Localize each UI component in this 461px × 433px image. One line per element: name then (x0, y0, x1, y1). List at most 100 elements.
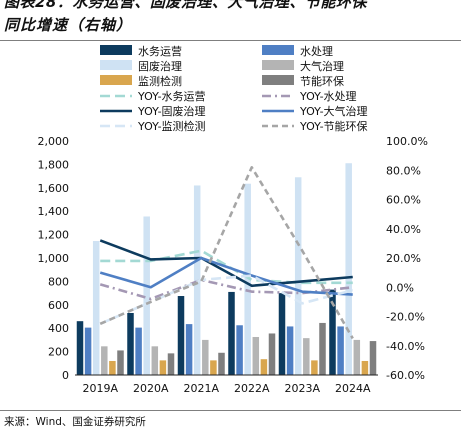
legend-item: 监测检测 (100, 74, 182, 88)
source-note: 来源：Wind、国金证券研究所 (4, 416, 146, 428)
legend-label: YOY-水处理 (299, 90, 357, 103)
yoy-line-4 (99, 256, 353, 296)
bar-3-2023A (294, 177, 302, 375)
x-tick-label: 2020A (133, 382, 169, 395)
x-tick-label: 2024A (335, 382, 371, 395)
legend-label: 水务运营 (138, 44, 182, 58)
y-left-tick-label: 2,000 (38, 135, 70, 148)
bar-1-2023A (278, 293, 286, 375)
legend-label: 水处理 (300, 45, 333, 58)
source-divider (0, 410, 461, 411)
legend-label: 节能环保 (300, 74, 344, 88)
legend-item: YOY-大气治理 (262, 104, 368, 118)
figure-title-line-1: 图表28：水务运营、固废治理、大气治理、节能环保 (4, 0, 367, 11)
bar-1-2020A (127, 312, 134, 375)
y-left-tick-label: 1,200 (38, 229, 70, 242)
x-tick-label: 2022A (234, 382, 270, 395)
bar-3-2022A (244, 183, 251, 375)
y-right-tick-label: 0.0% (386, 281, 414, 294)
title-divider (0, 40, 461, 41)
legend-item: YOY-水处理 (262, 90, 357, 103)
bar-4-2023A (303, 338, 310, 375)
y-left-tick-label: 400 (48, 322, 69, 335)
legend-swatch (262, 45, 294, 55)
bar-2-2024A (337, 326, 344, 375)
legend-swatch (100, 45, 132, 55)
bar-3-2020A (143, 216, 150, 375)
bar-6-2022A (268, 333, 276, 375)
bar-2-2019A (84, 327, 92, 375)
y-left-tick-label: 200 (48, 346, 69, 359)
bar-4-2024A (353, 339, 361, 375)
yoy-line-3 (99, 239, 353, 288)
y-left-tick-label: 800 (48, 275, 69, 288)
y-right-tick-label: -40.0% (386, 340, 425, 353)
y-right-tick-label: 60.0% (386, 194, 421, 207)
legend-label: 大气治理 (300, 59, 344, 73)
bar-3-2024A (345, 163, 352, 375)
y-right-tick-label: -60.0% (386, 369, 425, 382)
legend-item: YOY-固废治理 (100, 104, 206, 118)
yoy-line-1 (100, 249, 353, 285)
y-left-tick-label: 0 (62, 369, 69, 382)
plot-area (76, 163, 377, 376)
legend-label: YOY-固废治理 (137, 104, 206, 118)
figure-title-line-2: 同比增速（右轴） (4, 16, 133, 34)
legend-label: YOY-监测检测 (137, 119, 206, 133)
bar-4-2021A (202, 339, 209, 375)
x-tick-label: 2021A (183, 382, 219, 395)
bar-5-2021A (210, 360, 217, 376)
legend-swatch (262, 60, 294, 70)
bar-5-2019A (109, 360, 116, 375)
bar-4-2022A (252, 336, 260, 375)
bar-5-2020A (159, 360, 167, 376)
legend-item: 固废治理 (100, 59, 182, 73)
bar-2-2023A (286, 326, 294, 375)
y-left-tick-label: 1,400 (38, 205, 70, 218)
y-right-tick-label: 100.0% (386, 135, 428, 148)
legend-item: 节能环保 (262, 74, 344, 88)
y-left-tick-label: 1,800 (38, 158, 70, 171)
bar-1-2019A (76, 321, 84, 375)
legend-label: 监测检测 (138, 74, 182, 88)
bar-6-2024A (369, 341, 377, 375)
y-right-tick-label: -20.0% (386, 311, 425, 324)
y-right-tick-label: 80.0% (386, 164, 421, 177)
legend-label: YOY-水务运营 (137, 89, 206, 103)
bar-2-2021A (185, 324, 193, 375)
y-left-tick-label: 600 (48, 299, 69, 312)
x-tick-label: 2019A (82, 382, 118, 395)
bar-6-2020A (167, 353, 175, 375)
bar-1-2021A (177, 296, 185, 375)
legend-item: 水务运营 (100, 44, 182, 58)
bar-2-2020A (135, 327, 142, 375)
bar-3-2019A (92, 241, 100, 375)
legend-item: YOY-水务运营 (100, 89, 206, 103)
legend-item: 水处理 (262, 45, 333, 58)
y-left-tick-label: 1,600 (38, 182, 70, 195)
legend-label: YOY-大气治理 (299, 104, 368, 118)
legend-label: YOY-节能环保 (299, 119, 368, 133)
bar-4-2020A (151, 346, 159, 375)
bar-5-2022A (260, 359, 268, 375)
legend-item: YOY-节能环保 (262, 119, 368, 133)
bar-1-2022A (228, 291, 235, 375)
bar-5-2023A (311, 360, 318, 376)
axes: 0 200 400 600 800 1,000 1,200 1,400 1,600 1,800 2,… (38, 135, 428, 395)
legend-item: YOY-监测检测 (100, 119, 206, 133)
bar-2-2022A (236, 325, 243, 375)
bar-1-2024A (329, 289, 336, 375)
bar-5-2024A (361, 360, 369, 375)
bar-6-2023A (319, 322, 326, 375)
figure-title: 图表28：水务运营、固废治理、大气治理、节能环保 同比增速（右轴） (0, 0, 461, 40)
legend-swatch (262, 75, 294, 85)
y-right-tick-label: 20.0% (386, 252, 421, 265)
y-left-tick-label: 1,000 (38, 252, 70, 265)
y-right-tick-label: 40.0% (386, 223, 421, 236)
bar-4-2019A (101, 346, 108, 375)
bar-6-2019A (117, 350, 124, 375)
bar-6-2021A (218, 352, 225, 375)
yoy-line-6 (99, 166, 354, 340)
